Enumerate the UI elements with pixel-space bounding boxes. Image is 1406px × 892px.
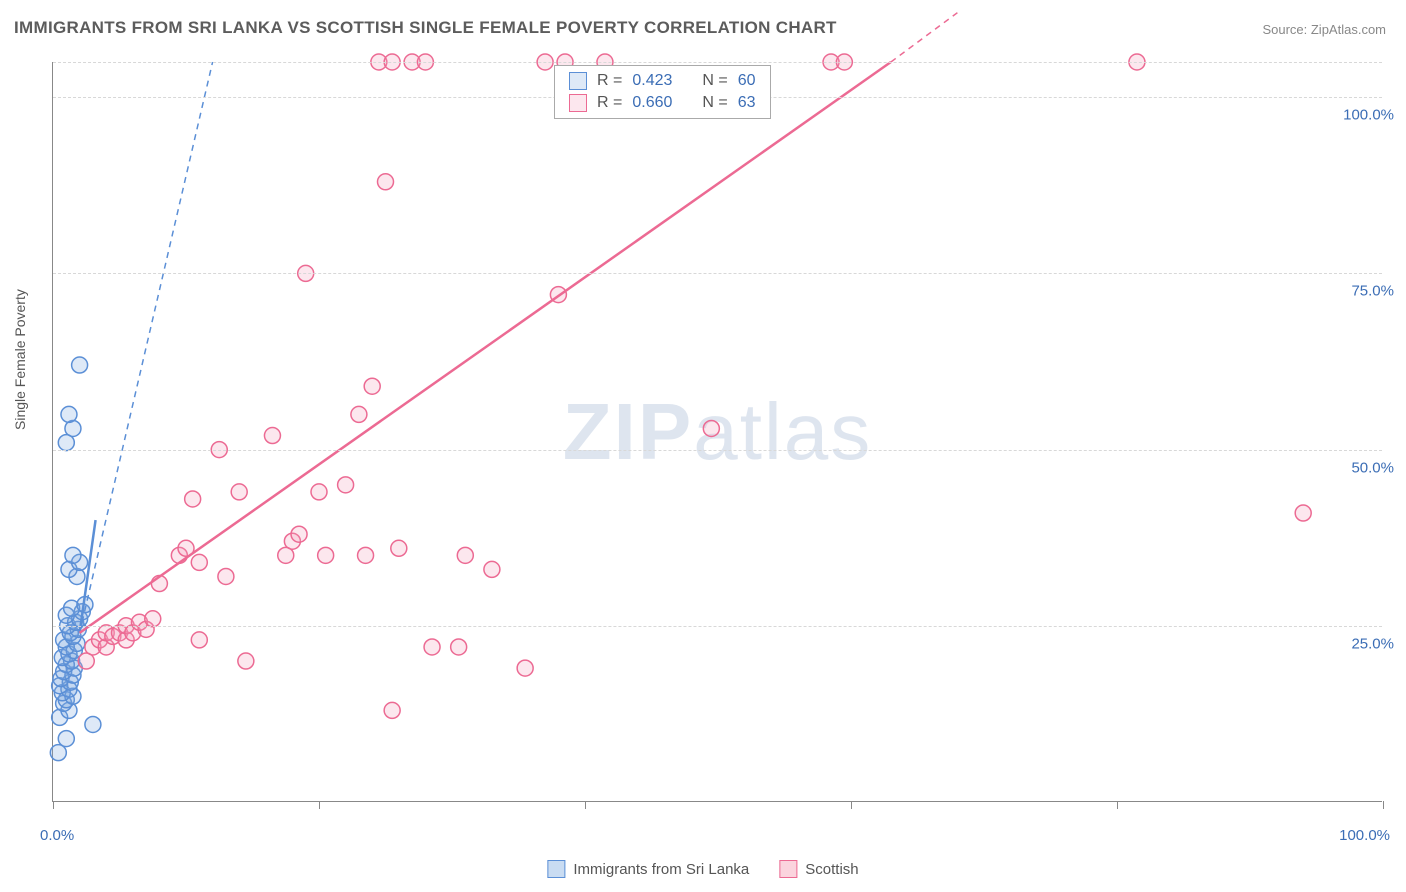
data-point — [351, 406, 367, 422]
data-point — [391, 540, 407, 556]
x-tick — [319, 801, 320, 809]
chart-title: IMMIGRANTS FROM SRI LANKA VS SCOTTISH SI… — [14, 18, 837, 38]
gridline — [53, 626, 1382, 627]
data-point — [72, 357, 88, 373]
gridline — [53, 62, 1382, 63]
data-point — [364, 378, 380, 394]
gridline — [53, 273, 1382, 274]
data-point — [291, 526, 307, 542]
r-label: R = — [597, 94, 622, 112]
y-tick-label: 75.0% — [1351, 283, 1394, 300]
x-tick — [1117, 801, 1118, 809]
chart-plot-area: ZIPatlas — [52, 62, 1382, 802]
data-point — [61, 406, 77, 422]
data-point — [58, 731, 74, 747]
data-point — [238, 653, 254, 669]
legend-stat-row: R = 0.660 N = 63 — [569, 92, 756, 114]
data-point — [1295, 505, 1311, 521]
x-tick-label: 100.0% — [1339, 827, 1390, 844]
data-point — [484, 561, 500, 577]
data-point — [264, 428, 280, 444]
legend-swatch-icon — [779, 860, 797, 878]
x-tick — [851, 801, 852, 809]
trend-line — [891, 13, 958, 62]
data-point — [338, 477, 354, 493]
legend-swatch-icon — [569, 94, 587, 112]
r-label: R = — [597, 72, 622, 90]
data-point — [451, 639, 467, 655]
n-label: N = — [702, 72, 727, 90]
y-axis-label: Single Female Poverty — [12, 289, 28, 430]
r-value: 0.660 — [632, 94, 672, 112]
data-point — [191, 554, 207, 570]
series-legend: Immigrants from Sri Lanka Scottish — [547, 860, 858, 878]
n-value: 63 — [738, 94, 756, 112]
legend-swatch-icon — [569, 72, 587, 90]
data-point — [231, 484, 247, 500]
legend-item: Scottish — [779, 860, 858, 878]
r-value: 0.423 — [632, 72, 672, 90]
data-point — [185, 491, 201, 507]
data-point — [703, 420, 719, 436]
correlation-legend: R = 0.423 N = 60 R = 0.660 N = 63 — [554, 65, 771, 119]
y-tick-label: 25.0% — [1351, 635, 1394, 652]
legend-label: Immigrants from Sri Lanka — [573, 861, 749, 878]
legend-label: Scottish — [805, 861, 858, 878]
x-tick — [53, 801, 54, 809]
data-point — [424, 639, 440, 655]
data-point — [378, 174, 394, 190]
data-point — [358, 547, 374, 563]
y-tick-label: 50.0% — [1351, 459, 1394, 476]
n-label: N = — [702, 94, 727, 112]
legend-swatch-icon — [547, 860, 565, 878]
n-value: 60 — [738, 72, 756, 90]
data-point — [85, 716, 101, 732]
x-tick — [1383, 801, 1384, 809]
data-point — [191, 632, 207, 648]
gridline — [53, 450, 1382, 451]
legend-item: Immigrants from Sri Lanka — [547, 860, 749, 878]
data-point — [145, 611, 161, 627]
data-point — [50, 745, 66, 761]
data-point — [65, 547, 81, 563]
scatter-svg — [53, 62, 1382, 801]
data-point — [318, 547, 334, 563]
data-point — [311, 484, 327, 500]
trend-line — [80, 62, 891, 633]
source-label: Source: ZipAtlas.com — [1262, 22, 1386, 37]
data-point — [384, 702, 400, 718]
data-point — [457, 547, 473, 563]
data-point — [218, 568, 234, 584]
y-tick-label: 100.0% — [1343, 107, 1394, 124]
legend-stat-row: R = 0.423 N = 60 — [569, 70, 756, 92]
data-point — [517, 660, 533, 676]
x-tick-label: 0.0% — [40, 827, 74, 844]
x-tick — [585, 801, 586, 809]
